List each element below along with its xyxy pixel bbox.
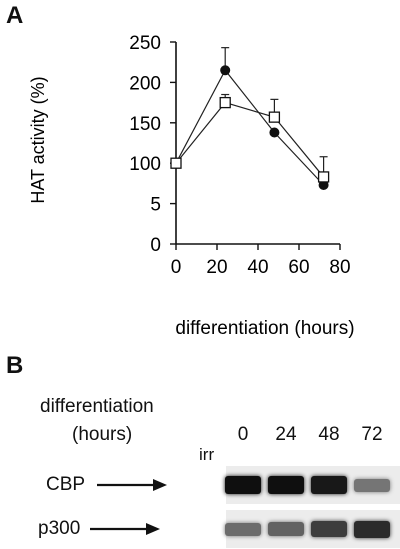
hat-activity-chart: 0 5 100 150 200 250 0 20 40 60 80 HAT activity (%…	[28, 33, 355, 339]
data-point-open-square	[317, 171, 330, 183]
x-tick-label: 80	[329, 257, 350, 278]
lane-label: 24	[275, 424, 297, 445]
hours-label: (hours)	[72, 424, 133, 445]
panel-letter-a: A	[6, 2, 24, 29]
blot-band	[354, 520, 390, 538]
x-tick-label: 60	[288, 257, 309, 278]
y-tick-label: 100	[129, 154, 161, 175]
data-point-filled-circle	[269, 127, 280, 138]
lane-label: 72	[361, 424, 383, 445]
x-tick-label: 20	[206, 257, 227, 278]
y-tick-label: 200	[129, 73, 161, 94]
x-tick-label: 0	[171, 257, 182, 278]
series-line	[175, 69, 325, 186]
blot-band	[268, 522, 304, 536]
x-tick-labels: 0 20 40 60 80	[171, 257, 351, 278]
lane-label: 0	[237, 424, 249, 445]
blot-band	[268, 476, 304, 494]
long-arrow-icon	[90, 522, 162, 541]
blot-band	[354, 478, 390, 492]
blot-band	[225, 476, 261, 494]
y-tick-label: 150	[129, 114, 161, 135]
y-axis-label: HAT activity (%)	[28, 76, 48, 203]
blot-band	[225, 522, 261, 536]
chart-axes	[170, 41, 341, 250]
differentiation-label: differentiation	[40, 396, 154, 417]
data-point-open-square	[170, 157, 182, 169]
data-point-open-square	[219, 96, 231, 109]
y-tick-label: 250	[129, 33, 161, 54]
blot-band	[311, 521, 347, 537]
series-line	[175, 101, 325, 178]
chart-series	[170, 47, 330, 191]
irr-label: irr	[199, 445, 215, 464]
blot-row-label: p300	[38, 518, 81, 539]
y-tick-label: 5	[150, 195, 161, 216]
y-tick-label: 0	[150, 235, 161, 256]
x-tick-label: 40	[247, 257, 268, 278]
blot-row-label: CBP	[46, 474, 86, 495]
blot-band	[311, 476, 347, 494]
y-tick-labels: 0 5 100 150 200 250	[129, 33, 161, 256]
data-point-filled-circle	[220, 65, 231, 76]
lane-label: 48	[318, 424, 340, 445]
x-axis-label: differentiation (hours)	[175, 318, 354, 339]
long-arrow-icon	[97, 478, 169, 497]
panel-letter-b: B	[6, 352, 24, 379]
data-point-open-square	[268, 111, 281, 123]
